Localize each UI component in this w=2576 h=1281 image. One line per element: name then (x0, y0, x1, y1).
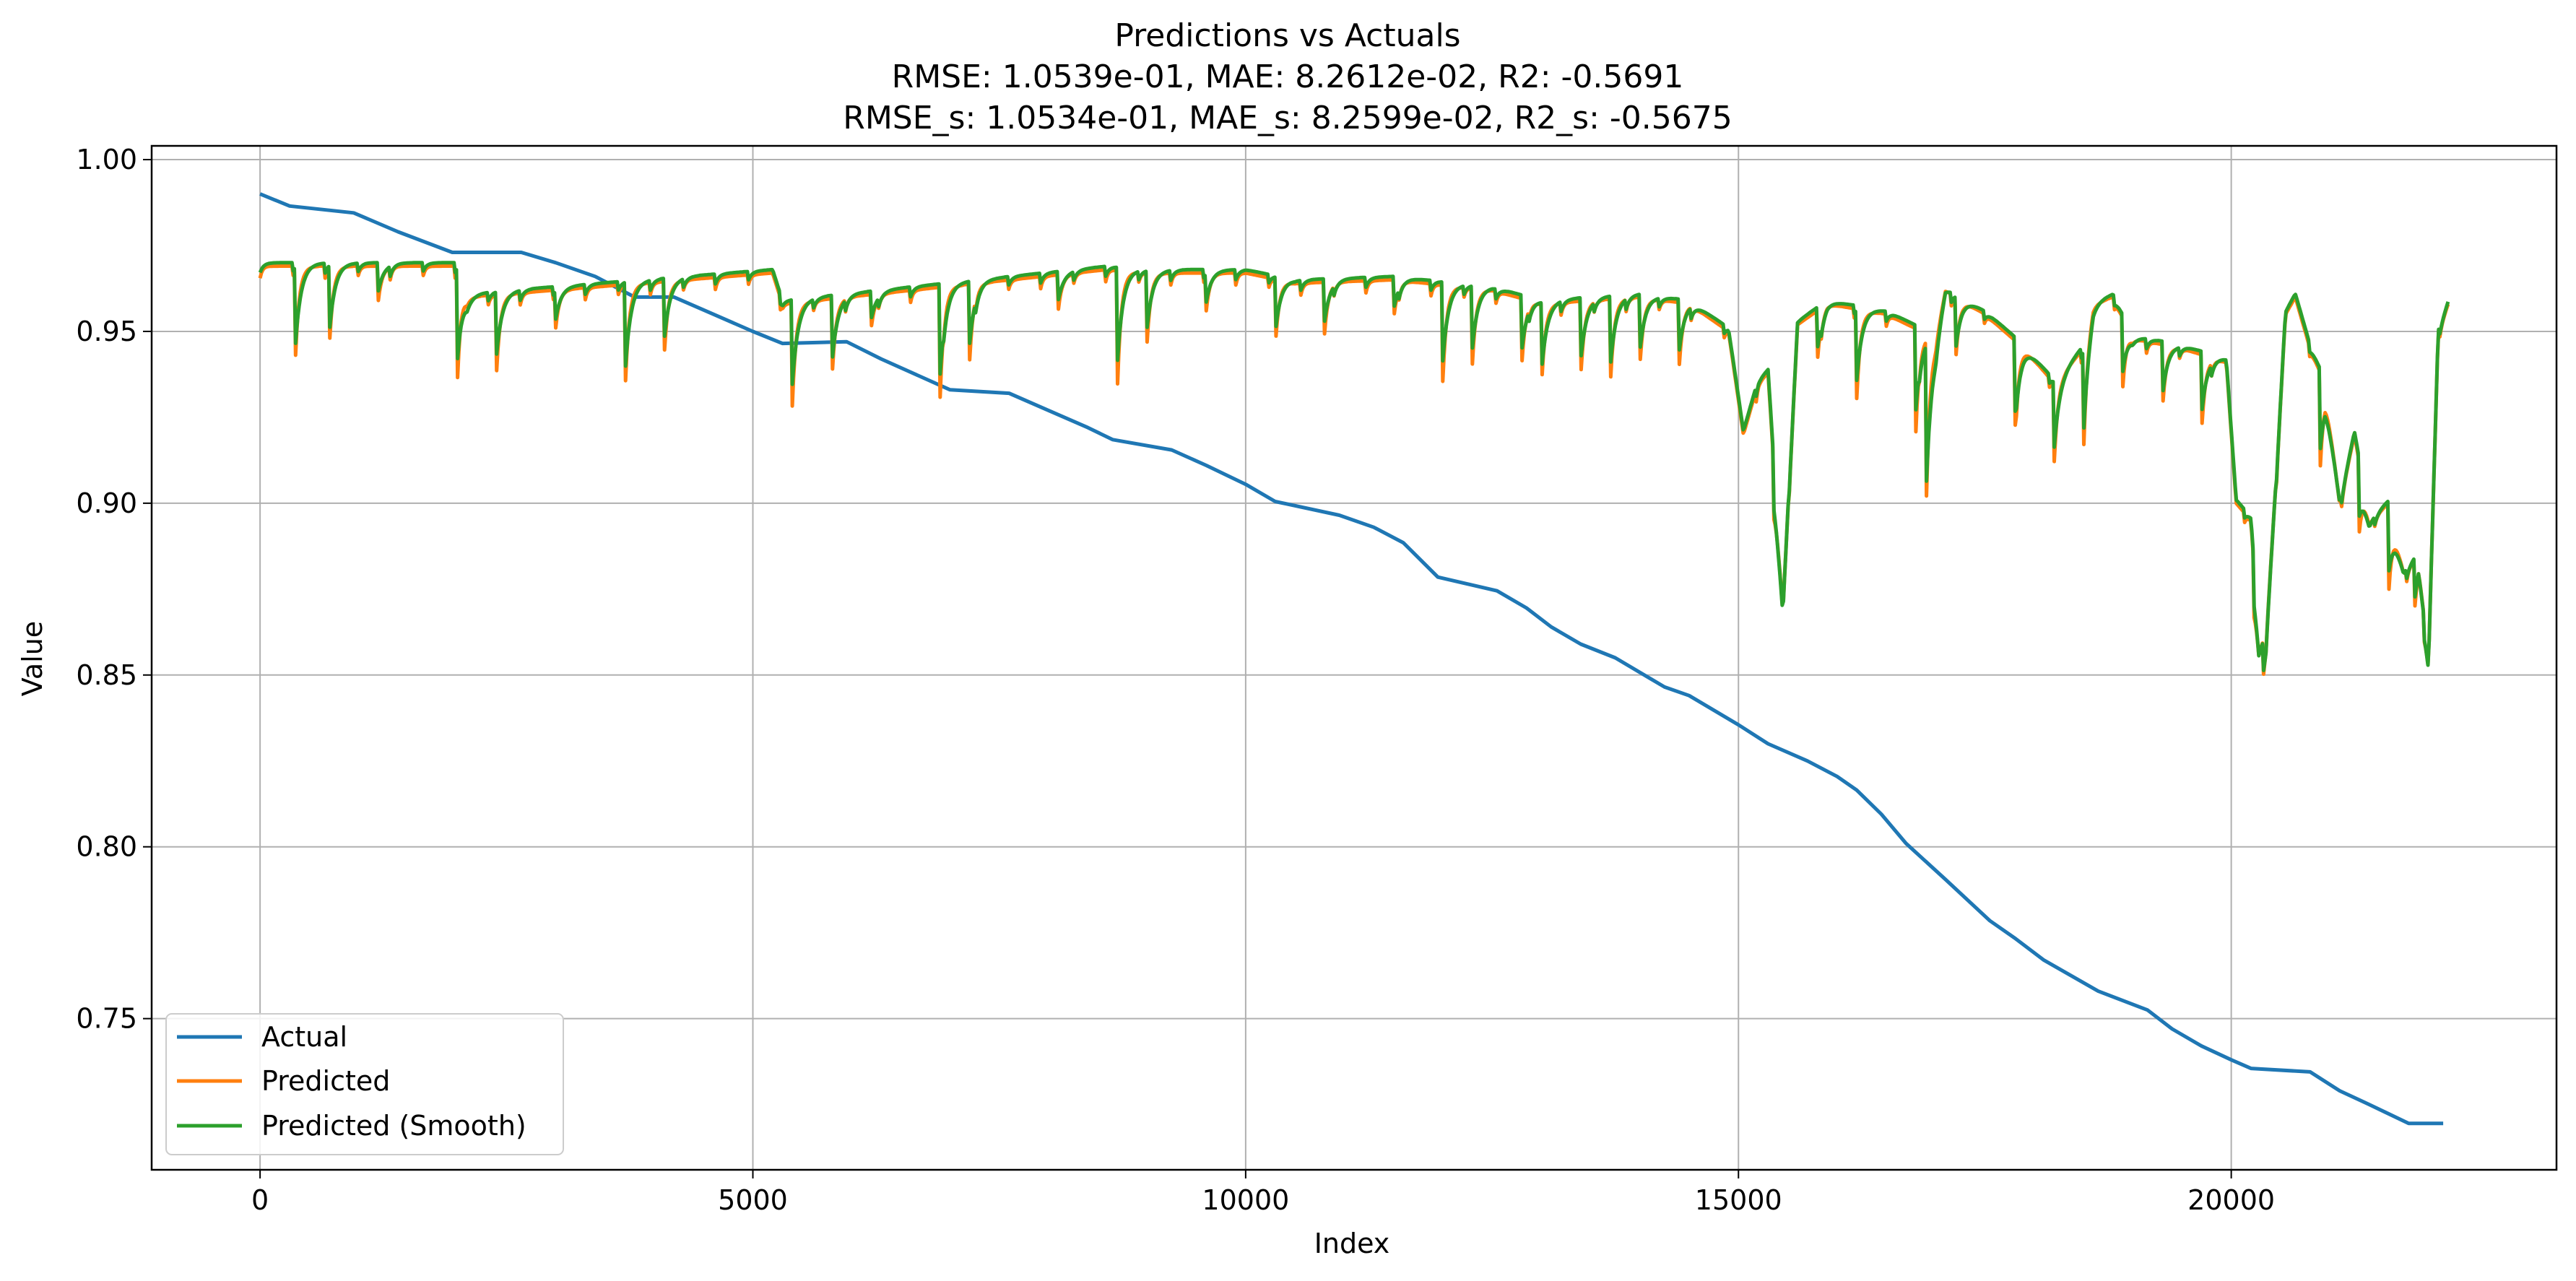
chart-title: Predictions vs Actuals (1114, 17, 1460, 54)
chart-subtitle-line-2: RMSE_s: 1.0534e-01, MAE_s: 8.2599e-02, R… (843, 100, 1732, 136)
x-tick-label: 15000 (1695, 1184, 1782, 1216)
chart-subtitle-line-1: RMSE: 1.0539e-01, MAE: 8.2612e-02, R2: -… (892, 58, 1684, 95)
legend-label-predicted: Predicted (261, 1065, 390, 1097)
x-tick-label: 20000 (2187, 1184, 2275, 1216)
y-tick-label: 1.00 (76, 144, 137, 175)
series-line-predicted-smooth (258, 261, 2450, 672)
series-line-predicted (258, 264, 2450, 677)
y-axis-ticks: 0.75 0.80 0.85 0.90 0.95 1.00 (76, 144, 152, 1035)
y-tick-label: 0.75 (76, 1003, 137, 1035)
x-axis-ticks: 0 5000 10000 15000 20000 (251, 1170, 2275, 1216)
legend: Actual Predicted Predicted (Smooth) (165, 1013, 564, 1155)
plot-area (258, 192, 2450, 1126)
legend-box (165, 1013, 564, 1155)
x-tick-label: 10000 (1202, 1184, 1289, 1216)
series-line-actual (259, 192, 2444, 1126)
y-tick-label: 0.85 (76, 659, 137, 691)
x-tick-label: 5000 (718, 1184, 788, 1216)
axes-frame (150, 144, 2558, 1171)
y-tick-label: 0.95 (76, 316, 137, 347)
x-axis-label: Index (1314, 1228, 1390, 1259)
x-tick-label: 0 (251, 1184, 269, 1216)
y-tick-label: 0.90 (76, 487, 137, 519)
y-tick-label: 0.80 (76, 831, 137, 863)
y-axis-label: Value (17, 621, 48, 696)
legend-label-actual: Actual (261, 1021, 347, 1053)
legend-label-smooth: Predicted (Smooth) (261, 1110, 526, 1142)
